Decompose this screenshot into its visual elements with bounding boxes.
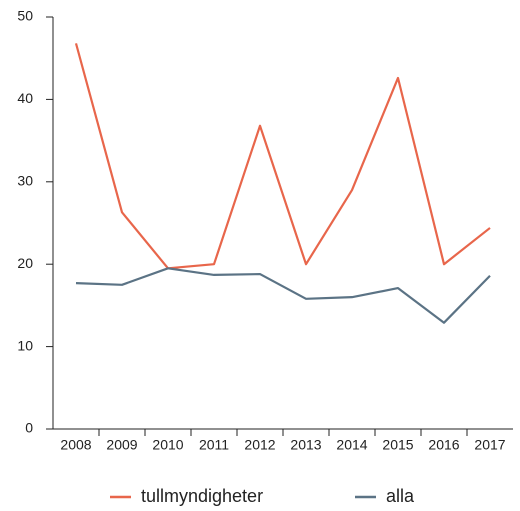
y-tick-label: 10	[17, 337, 33, 353]
x-tick-label: 2008	[60, 437, 91, 453]
series-line	[74, 43, 491, 270]
x-tick-label: 2012	[244, 437, 275, 453]
y-tick-label: 0	[25, 420, 33, 436]
x-tick-label: 2017	[474, 437, 505, 453]
x-tick-label: 2010	[152, 437, 183, 453]
legend-label: alla	[386, 486, 415, 506]
x-tick-label: 2013	[290, 437, 321, 453]
series-line	[75, 267, 491, 324]
x-tick-label: 2009	[106, 437, 137, 453]
y-tick-label: 30	[17, 173, 33, 189]
x-tick-label: 2014	[336, 437, 367, 453]
y-tick-label: 40	[17, 90, 33, 106]
y-tick-label: 20	[17, 255, 33, 271]
legend-label: tullmyndigheter	[141, 486, 263, 506]
x-tick-label: 2015	[382, 437, 413, 453]
x-tick-label: 2016	[428, 437, 459, 453]
y-tick-label: 50	[17, 8, 33, 24]
x-tick-label: 2011	[199, 437, 229, 453]
